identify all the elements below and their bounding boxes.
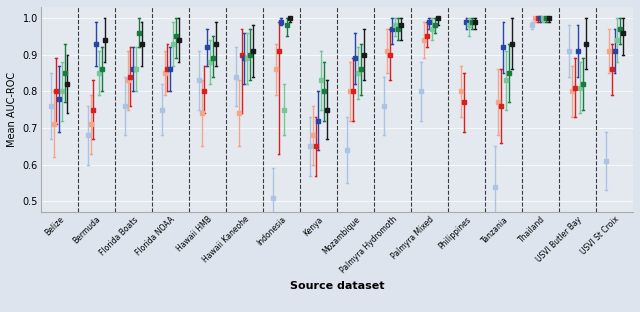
- X-axis label: Source dataset: Source dataset: [290, 281, 384, 291]
- Y-axis label: Mean AUC-ROC: Mean AUC-ROC: [7, 72, 17, 147]
